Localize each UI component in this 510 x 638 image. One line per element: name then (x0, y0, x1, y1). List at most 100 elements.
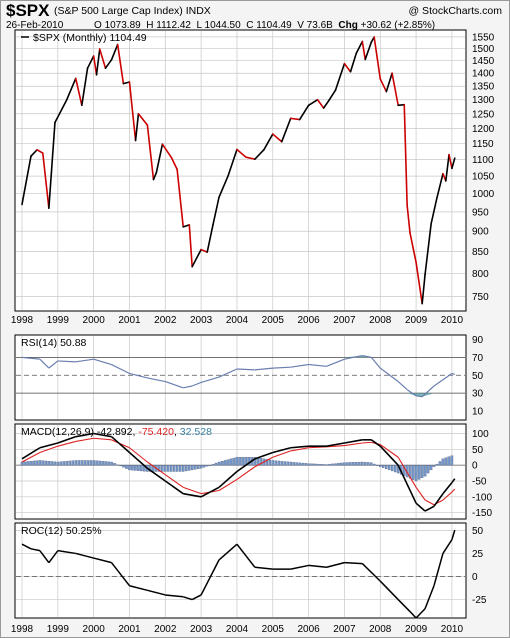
price-segment (21, 155, 32, 206)
price-segment (65, 77, 77, 101)
macd-histogram-bar (217, 461, 221, 466)
macd-histogram-bar (23, 461, 27, 466)
price-segment (176, 168, 185, 228)
price-segment (403, 103, 408, 206)
macd-histogram-bar (152, 465, 155, 472)
rsi-tick-label: 30 (472, 389, 484, 400)
price-segment (92, 55, 98, 76)
price-segment (218, 175, 229, 198)
macd-histogram-bar (29, 461, 33, 466)
macd-histogram-bar (241, 457, 245, 466)
roc-tick-label: 25 (472, 549, 484, 560)
price-segment (406, 204, 411, 234)
price-segment (74, 77, 83, 107)
brand-link[interactable]: @ StockCharts.com (408, 5, 502, 17)
price-segment (128, 81, 137, 142)
macd-histogram-bar (280, 461, 283, 466)
macd-line-segment (397, 464, 417, 504)
macd-histogram-bar (170, 465, 173, 472)
price-segment (451, 157, 456, 170)
macd-line-segment (75, 432, 94, 438)
macd-tick-label: 100 (472, 429, 489, 440)
roc-segment (451, 529, 456, 540)
price-segment (307, 98, 319, 107)
macd-line-segment (57, 435, 77, 444)
price-segment (430, 197, 438, 225)
macd-histogram-bar (402, 465, 406, 476)
macd-histogram-bar (438, 461, 442, 466)
year-label-top: 1998 (11, 315, 34, 326)
macd-histogram-bar (89, 460, 92, 466)
roc-segment (21, 543, 32, 550)
price-segment (322, 98, 331, 109)
rsi-segment (326, 358, 345, 367)
macd-histogram-bar (292, 462, 295, 466)
macd-histogram-bar (83, 460, 86, 466)
price-tick-label: 950 (472, 207, 489, 218)
macd-histogram-bar (116, 464, 119, 466)
macd-histogram-bar (211, 463, 215, 466)
year-label-bottom: 2010 (441, 624, 464, 635)
rsi-segment (21, 356, 40, 360)
price-segment (421, 273, 426, 305)
price-segment (263, 133, 274, 151)
roc-tick-label: 50 (472, 526, 484, 537)
macd-histogram-bar (295, 462, 298, 466)
roc-segment (308, 564, 327, 569)
year-label-bottom: 2009 (405, 624, 428, 635)
volume-value: 73.6B (306, 20, 333, 31)
price-segment (409, 232, 417, 264)
roc-segment (361, 563, 381, 582)
macd-histogram-bar (184, 465, 188, 472)
price-segment (48, 121, 56, 209)
rsi-segment (75, 358, 94, 363)
price-segment (236, 148, 247, 159)
price-segment (116, 43, 125, 85)
year-label-top: 2010 (441, 315, 464, 326)
macd-histogram-bar (53, 461, 57, 466)
macd-line-segment (290, 445, 309, 449)
macd-histogram-bar (420, 465, 424, 478)
macd-histogram-bar (328, 464, 331, 466)
year-label-bottom: 2007 (333, 624, 356, 635)
year-label-bottom: 2000 (83, 624, 106, 635)
change-value: +30.62 (+2.85%) (360, 20, 436, 31)
price-tick-label: 1400 (472, 69, 495, 80)
macd-histogram-bar (20, 461, 24, 466)
price-tick-label: 1200 (472, 124, 495, 135)
year-label-bottom: 1999 (47, 624, 70, 635)
macd-tick-label: 0 (472, 461, 478, 472)
price-tick-label: 1500 (472, 44, 495, 55)
macd-signal-segment (362, 441, 372, 444)
price-segment (170, 156, 178, 171)
macd-line-segment (326, 442, 345, 447)
macd-histogram-bar (253, 457, 257, 466)
macd-histogram-bar (432, 465, 436, 467)
price-tick-label: 750 (472, 292, 489, 303)
rsi-segment (254, 367, 273, 371)
macd-histogram-bar (125, 465, 128, 469)
macd-histogram-bar (313, 463, 316, 466)
roc-segment (424, 585, 435, 610)
year-label-top: 2008 (369, 315, 392, 326)
macd-signal-segment (129, 447, 148, 463)
price-segment (254, 149, 265, 160)
macd-histogram-bar (50, 461, 54, 466)
macd-histogram-bar (65, 461, 69, 466)
macd-signal-segment (379, 444, 399, 458)
macd-histogram-bar (232, 457, 236, 466)
macd-histogram-bar (277, 460, 281, 466)
macd-histogram-bar (92, 460, 95, 466)
macd-signal-segment (415, 487, 426, 501)
price-tick-label: 1250 (472, 109, 495, 120)
price-segment (361, 40, 367, 61)
macd-histogram-bar (268, 459, 272, 466)
macd-histogram-bar (178, 465, 182, 472)
price-segment (298, 104, 310, 121)
macd-signal-segment (21, 452, 41, 463)
macd-histogram-bar (26, 461, 30, 466)
macd-histogram-bar (384, 465, 388, 470)
macd-histogram-bar (41, 460, 45, 466)
rsi-legend: RSI(14) 50.88 (21, 337, 87, 349)
low-label: L (196, 20, 202, 31)
